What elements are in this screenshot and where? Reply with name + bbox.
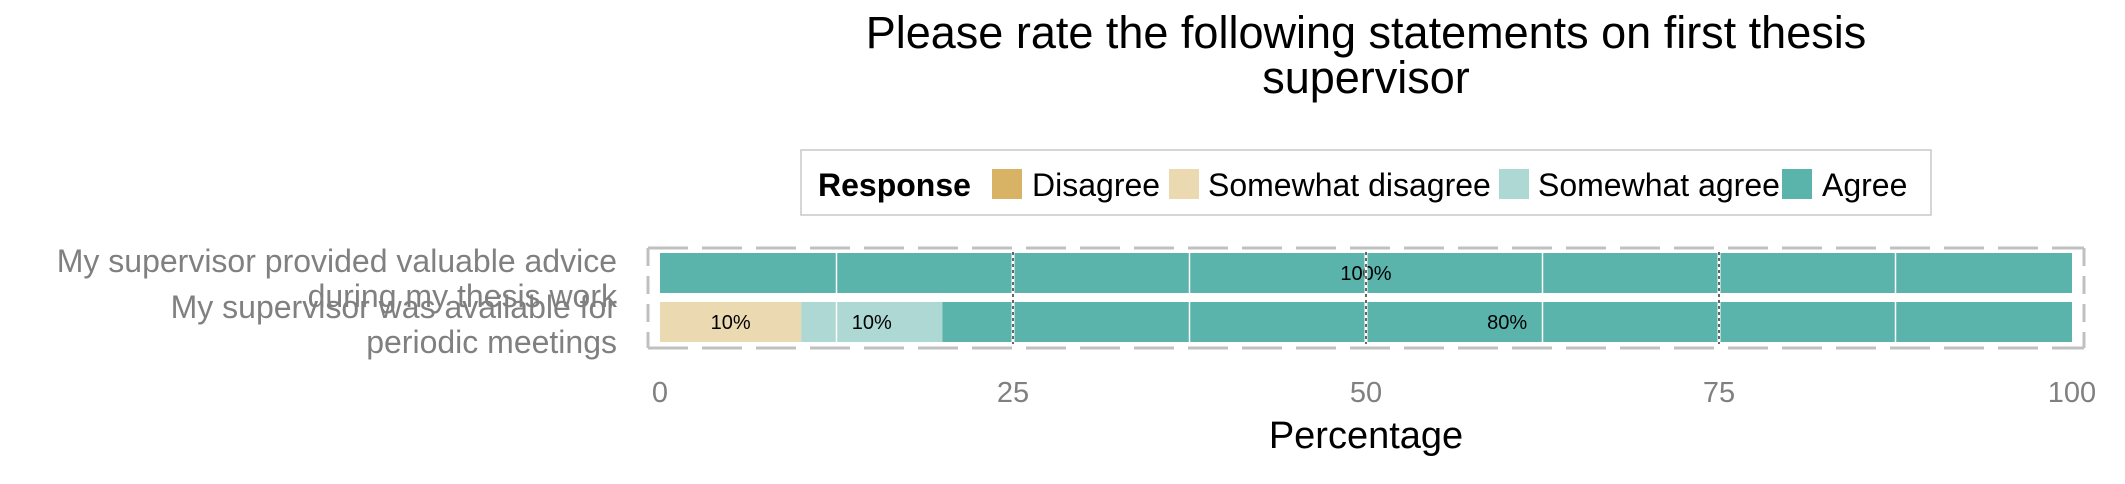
x-tick-label: 25 bbox=[997, 377, 1029, 409]
x-tick-label: 0 bbox=[652, 377, 668, 409]
category-label: My supervisor was available for bbox=[171, 289, 618, 325]
category-label: My supervisor provided valuable advice bbox=[57, 243, 617, 279]
x-tick-label: 75 bbox=[1703, 377, 1735, 409]
legend-label: Agree bbox=[1822, 167, 1907, 203]
x-tick-label: 100 bbox=[2048, 377, 2096, 409]
x-axis-title: Percentage bbox=[1269, 415, 1463, 457]
legend-key-somewhat-disagree bbox=[1169, 169, 1199, 199]
legend-key-somewhat-agree bbox=[1499, 169, 1529, 199]
category-label: during my thesis work bbox=[308, 278, 618, 314]
x-tick-label: 50 bbox=[1350, 377, 1382, 409]
legend-key-disagree bbox=[992, 169, 1022, 199]
data-label: 10% bbox=[711, 312, 751, 334]
legend-key-agree bbox=[1782, 169, 1812, 199]
legend-label: Disagree bbox=[1032, 167, 1160, 203]
chart-title-line: supervisor bbox=[1262, 52, 1470, 103]
y-axis-labels: My supervisor provided valuable advicedu… bbox=[57, 243, 618, 360]
plot-area: 100%10%10%80% bbox=[646, 246, 2086, 350]
bar-segment bbox=[660, 302, 802, 342]
legend-title: Response bbox=[818, 167, 971, 203]
category-label: periodic meetings bbox=[366, 324, 617, 360]
legend: Response Disagree Somewhat disagree Somewha… bbox=[800, 149, 1932, 216]
legend-label: Somewhat agree bbox=[1538, 167, 1780, 203]
data-label: 80% bbox=[1487, 312, 1527, 334]
x-axis-ticks: 0 25 50 75 100 bbox=[652, 377, 2096, 409]
chart-title: Please rate the following statements on … bbox=[866, 7, 1867, 103]
data-label: 10% bbox=[852, 312, 892, 334]
legend-box bbox=[800, 149, 1932, 216]
legend-label: Somewhat disagree bbox=[1208, 167, 1491, 203]
bar-segment bbox=[801, 302, 943, 342]
bar-segment bbox=[942, 302, 2072, 342]
chart-title-line: Please rate the following statements on … bbox=[866, 7, 1867, 58]
